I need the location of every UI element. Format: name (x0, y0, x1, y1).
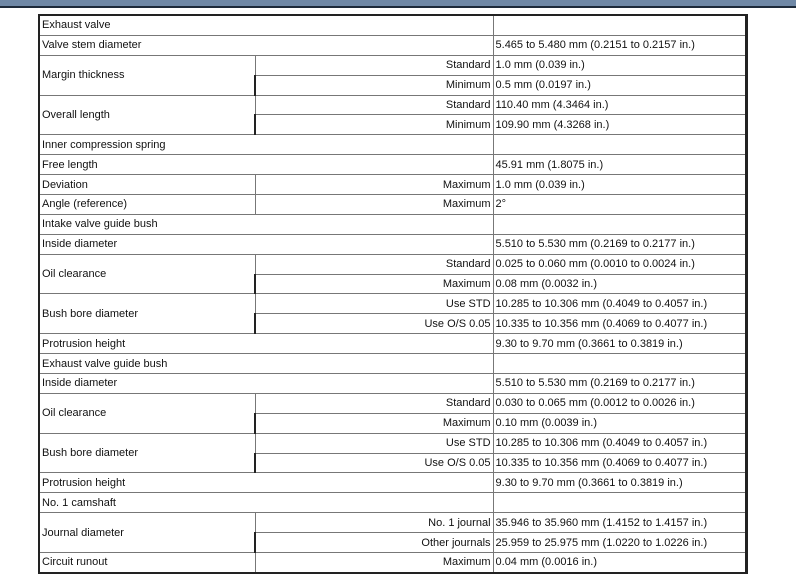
spec-qualifier: Use STD (254, 432, 494, 454)
spec-value: 0.025 to 0.060 mm (0.0010 to 0.0024 in.) (492, 253, 747, 275)
spec-value: 35.946 to 35.960 mm (1.4152 to 1.4157 in… (492, 512, 747, 534)
spec-label: Angle (reference) (38, 194, 256, 215)
spec-qualifier: Minimum (253, 74, 494, 96)
spec-value: 0.5 mm (0.0197 in.) (492, 74, 747, 96)
spec-qualifier: Standard (254, 253, 494, 275)
spec-label: Inside diameter (37, 373, 494, 394)
spec-value: 109.90 mm (4.3268 in.) (492, 114, 747, 136)
window-top-bar (0, 0, 796, 8)
spec-value: 1.0 mm (0.039 in.) (492, 54, 747, 76)
spec-qualifier: Standard (254, 54, 494, 76)
table-row: Valve stem diameter 5.465 to 5.480 mm (0.… (37, 34, 747, 56)
table-row: Oil clearance Standard 0.025 to 0.060 mm (… (38, 253, 747, 295)
spec-label: Margin thickness (38, 54, 256, 96)
spec-qualifier: Use O/S 0.05 (253, 452, 494, 474)
spec-label: Bush bore diameter (38, 432, 256, 474)
spec-label: Inside diameter (37, 233, 494, 255)
spec-label: Bush bore diameter (38, 293, 256, 335)
spec-value: 5.510 to 5.530 mm (0.2169 to 0.2177 in.) (492, 233, 747, 255)
spec-qualifier: Use O/S 0.05 (253, 313, 494, 335)
spec-label: Protrusion height (37, 472, 494, 494)
spec-value (492, 14, 747, 36)
table-row: Overall length Standard 110.40 mm (4.3464 … (38, 94, 747, 136)
spec-qualifier: Other journals (253, 532, 494, 554)
table-row: Journal diameter No. 1 journal 35.946 to 3… (38, 512, 747, 554)
spec-value: 10.335 to 10.356 mm (0.4069 to 0.4077 in… (492, 313, 747, 335)
spec-value: 0.04 mm (0.0016 in.) (492, 552, 747, 574)
table-row: Other journals 25.959 to 25.975 mm (1.022… (39, 532, 747, 554)
spec-label: Oil clearance (38, 392, 256, 434)
spec-qualifier: Use STD (254, 293, 494, 315)
spec-value: 45.91 mm (1.8075 in.) (492, 154, 747, 176)
section-title: Inner compression spring (37, 134, 494, 156)
spec-value: 2° (492, 194, 747, 215)
section-header-row: No. 1 camshaft (37, 492, 747, 514)
table-row: Protrusion height 9.30 to 9.70 mm (0.3661… (37, 472, 747, 494)
spec-label: Free length (37, 154, 494, 176)
section-header-row: Inner compression spring (37, 134, 747, 156)
spec-value: 0.10 mm (0.0039 in.) (492, 412, 747, 434)
spec-qualifier: Standard (254, 392, 494, 414)
spec-value: 0.030 to 0.065 mm (0.0012 to 0.0026 in.) (492, 392, 747, 414)
spec-value (492, 353, 747, 375)
spec-value: 10.335 to 10.356 mm (0.4069 to 0.4077 in… (492, 452, 747, 474)
spec-label: Protrusion height (37, 333, 494, 355)
spec-qualifier: Minimum (253, 114, 494, 136)
table-row: Inside diameter 5.510 to 5.530 mm (0.2169… (37, 373, 747, 394)
table-row: Angle (reference) Maximum 2° (38, 194, 747, 215)
spec-value: 9.30 to 9.70 mm (0.3661 to 0.3819 in.) (492, 472, 747, 494)
spec-qualifier: Maximum (254, 552, 494, 574)
spec-label: Oil clearance (38, 253, 256, 295)
spec-qualifier: Maximum (254, 174, 494, 196)
table-row: Margin thickness Standard 1.0 mm (0.039 in… (38, 54, 747, 96)
table-row: Free length 45.91 mm (1.8075 in.) (37, 154, 747, 176)
spec-value: 25.959 to 25.975 mm (1.0220 to 1.0226 in… (492, 532, 747, 554)
table-row: Maximum 0.08 mm (0.0032 in.) (39, 273, 747, 295)
spec-value (492, 213, 747, 235)
table-row: Bush bore diameter Use STD 10.285 to 10.30… (38, 432, 747, 474)
section-title: No. 1 camshaft (37, 492, 494, 514)
spec-label: Valve stem diameter (37, 34, 494, 56)
spec-value: 9.30 to 9.70 mm (0.3661 to 0.3819 in.) (492, 333, 747, 355)
table-row: Oil clearance Standard 0.030 to 0.065 mm (… (38, 392, 747, 434)
spec-qualifier: Maximum (254, 194, 494, 215)
spec-value: 5.510 to 5.530 mm (0.2169 to 0.2177 in.) (492, 373, 747, 394)
specification-table: Exhaust valve Valve stem diameter 5.465 to… (37, 14, 748, 574)
table-row: Maximum 0.10 mm (0.0039 in.) (39, 412, 747, 434)
spec-qualifier: Maximum (253, 412, 494, 434)
spec-qualifier: Standard (254, 94, 494, 116)
spec-value (492, 492, 747, 514)
spec-label: Journal diameter (38, 512, 256, 554)
spec-value (492, 134, 747, 156)
spec-label: Deviation (38, 174, 256, 196)
spec-value: 0.08 mm (0.0032 in.) (492, 273, 747, 295)
table-row: Circuit runout Maximum 0.04 mm (0.0016 in.… (38, 552, 747, 574)
spec-qualifier: Maximum (253, 273, 494, 295)
spec-value: 10.285 to 10.306 mm (0.4049 to 0.4057 in… (492, 293, 747, 315)
table-row: Use O/S 0.05 10.335 to 10.356 mm (0.4069 … (39, 452, 747, 474)
section-title: Intake valve guide bush (37, 213, 494, 235)
spec-qualifier: No. 1 journal (254, 512, 494, 534)
table-row: Protrusion height 9.30 to 9.70 mm (0.3661… (37, 333, 747, 355)
section-header-row: Exhaust valve guide bush (37, 353, 747, 375)
table-row: Deviation Maximum 1.0 mm (0.039 in.) (38, 174, 747, 196)
table-row: Inside diameter 5.510 to 5.530 mm (0.2169… (37, 233, 747, 255)
spec-label: Circuit runout (38, 552, 256, 574)
spec-value: 110.40 mm (4.3464 in.) (492, 94, 747, 116)
table-row: Bush bore diameter Use STD 10.285 to 10.30… (38, 293, 747, 335)
spec-label: Overall length (38, 94, 256, 136)
spec-value: 1.0 mm (0.039 in.) (492, 174, 747, 196)
section-header-row: Intake valve guide bush (37, 213, 747, 235)
spec-value: 5.465 to 5.480 mm (0.2151 to 0.2157 in.) (492, 34, 747, 56)
section-header-row: Exhaust valve (37, 14, 747, 36)
spec-value: 10.285 to 10.306 mm (0.4049 to 0.4057 in… (492, 432, 747, 454)
section-title: Exhaust valve (37, 14, 494, 36)
section-title: Exhaust valve guide bush (37, 353, 494, 375)
